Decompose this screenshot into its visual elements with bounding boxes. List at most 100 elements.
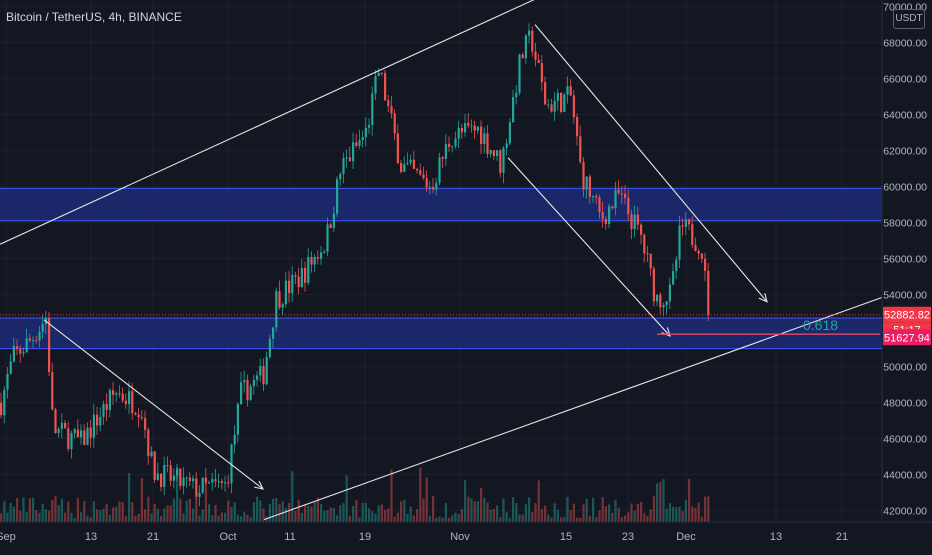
candle-body bbox=[214, 479, 217, 482]
volume-bar bbox=[112, 507, 115, 522]
volume-bar bbox=[534, 503, 537, 522]
volume-bar bbox=[198, 515, 201, 522]
volume-bar bbox=[454, 512, 457, 522]
candles bbox=[0, 23, 710, 507]
volume-bar bbox=[697, 502, 700, 522]
candle-body bbox=[393, 113, 396, 134]
volume-bar bbox=[608, 504, 611, 522]
volume-bar bbox=[208, 504, 211, 522]
candle-body bbox=[486, 133, 489, 154]
volume-bars bbox=[0, 466, 710, 522]
candle-body bbox=[467, 123, 470, 126]
y-tick-label: 44000.00 bbox=[883, 470, 927, 482]
candle-body bbox=[691, 224, 694, 245]
candle-body bbox=[470, 125, 473, 127]
candle-body bbox=[684, 219, 687, 227]
candle-body bbox=[425, 178, 428, 188]
candle-body bbox=[288, 280, 291, 294]
candle-body bbox=[41, 323, 44, 332]
volume-bar bbox=[320, 504, 323, 522]
volume-bar bbox=[284, 507, 287, 522]
volume-bar bbox=[380, 504, 383, 522]
candle-body bbox=[294, 274, 297, 277]
x-tick-label: 19 bbox=[359, 531, 371, 543]
volume-bar bbox=[256, 496, 259, 522]
level-price-badge-bg bbox=[883, 329, 931, 346]
candle-body bbox=[19, 348, 22, 354]
volume-bar bbox=[620, 517, 623, 522]
volume-bar bbox=[672, 506, 675, 522]
candle-body bbox=[188, 477, 191, 482]
currency-badge[interactable]: USDT bbox=[893, 9, 925, 29]
candle-body bbox=[60, 422, 63, 429]
x-tick-label: 13 bbox=[85, 531, 97, 543]
volume-bar bbox=[288, 503, 291, 522]
volume-bar bbox=[44, 509, 47, 522]
volume-bar bbox=[448, 517, 451, 522]
x-tick-label: 13 bbox=[770, 531, 782, 543]
candle-body bbox=[22, 352, 25, 354]
volume-bar bbox=[665, 508, 668, 522]
candle-body bbox=[118, 393, 121, 395]
candle-body bbox=[537, 59, 540, 63]
volume-bar bbox=[400, 501, 403, 522]
candle-body bbox=[358, 140, 361, 146]
candle-body bbox=[121, 393, 124, 401]
volume-bar bbox=[473, 501, 476, 522]
volume-bar bbox=[435, 517, 438, 522]
volume-bar bbox=[83, 501, 86, 522]
x-tick-label: 21 bbox=[147, 531, 159, 543]
volume-bar bbox=[576, 517, 579, 522]
candle-body bbox=[579, 136, 582, 162]
candle-body bbox=[163, 465, 166, 487]
volume-bar bbox=[537, 480, 540, 522]
candle-body bbox=[403, 164, 406, 173]
volume-bar bbox=[3, 501, 6, 522]
candle-body bbox=[617, 189, 620, 194]
volume-bar bbox=[572, 503, 575, 522]
candle-body bbox=[243, 379, 246, 383]
candle-body bbox=[147, 429, 150, 457]
volume-bar bbox=[0, 513, 3, 522]
candle-body bbox=[67, 428, 70, 450]
volume-bar bbox=[243, 511, 246, 522]
volume-bar bbox=[403, 499, 406, 522]
candle-body bbox=[473, 125, 476, 131]
candle-body bbox=[438, 157, 441, 183]
support-resistance-zone bbox=[0, 318, 882, 349]
volume-bar bbox=[224, 512, 227, 522]
y-tick-label: 54000.00 bbox=[883, 290, 927, 302]
arrow-down-right-channel bbox=[758, 292, 768, 303]
candle-body bbox=[560, 92, 563, 113]
volume-bar bbox=[592, 497, 595, 522]
volume-bar bbox=[656, 483, 659, 522]
volume-bar bbox=[422, 498, 425, 522]
candle-body bbox=[291, 274, 294, 294]
candle-body bbox=[409, 159, 412, 163]
candle-body bbox=[556, 92, 559, 101]
candle-body bbox=[240, 382, 243, 405]
candle-body bbox=[80, 430, 83, 438]
candle-body bbox=[28, 338, 31, 341]
candle-body bbox=[275, 291, 278, 328]
candle-body bbox=[384, 73, 387, 101]
volume-bar bbox=[153, 503, 156, 522]
candle-body bbox=[668, 284, 671, 302]
volume-bar bbox=[172, 498, 175, 522]
volume-bar bbox=[390, 469, 393, 522]
volume-bar bbox=[528, 497, 531, 522]
candle-body bbox=[259, 366, 262, 376]
volume-bar bbox=[579, 517, 582, 522]
volume-bar bbox=[553, 503, 556, 522]
y-tick-label: 56000.00 bbox=[883, 254, 927, 266]
x-tick-label: 23 bbox=[622, 531, 634, 543]
volume-bar bbox=[432, 496, 435, 522]
grid bbox=[0, 0, 882, 522]
candle-body bbox=[700, 253, 703, 259]
volume-bar bbox=[585, 498, 588, 522]
price-axis bbox=[882, 0, 932, 550]
candle-body bbox=[96, 414, 99, 426]
candle-body bbox=[48, 318, 51, 373]
